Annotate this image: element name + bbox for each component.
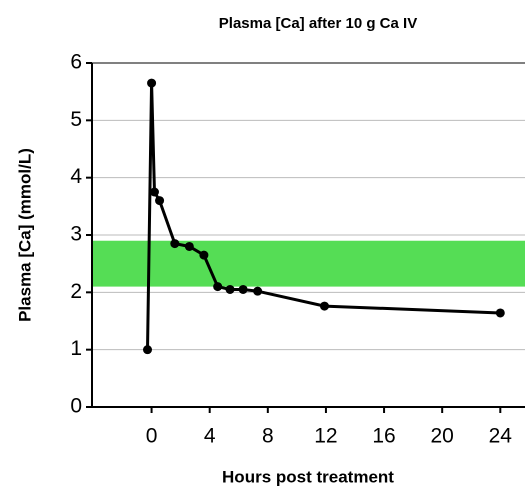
y-tick-label: 0 bbox=[70, 395, 82, 418]
y-tick-label: 6 bbox=[70, 51, 82, 74]
x-tick-label: 12 bbox=[314, 425, 337, 448]
data-point bbox=[495, 308, 505, 318]
data-point bbox=[238, 284, 248, 294]
data-point bbox=[170, 239, 180, 249]
reference-band bbox=[92, 240, 525, 287]
data-point bbox=[184, 241, 194, 251]
x-tick-label: 4 bbox=[204, 425, 216, 448]
y-tick-label: 4 bbox=[70, 165, 82, 188]
data-point bbox=[149, 187, 159, 197]
y-tick-label: 1 bbox=[70, 337, 82, 360]
data-point bbox=[253, 286, 263, 296]
data-point bbox=[213, 282, 223, 292]
chart-title: Plasma [Ca] after 10 g Ca IV bbox=[219, 15, 417, 32]
x-tick-label: 0 bbox=[146, 425, 158, 448]
data-point bbox=[319, 301, 329, 311]
y-axis-label: Plasma [Ca] (mmol/L) bbox=[15, 148, 34, 322]
data-point bbox=[143, 345, 153, 355]
x-axis-label: Hours post treatment bbox=[222, 467, 394, 486]
x-tick-label: 20 bbox=[430, 425, 453, 448]
x-tick-label: 24 bbox=[489, 425, 513, 448]
y-tick-label: 5 bbox=[70, 108, 82, 131]
data-point bbox=[147, 78, 157, 88]
data-point bbox=[225, 284, 235, 294]
x-tick-label: 16 bbox=[372, 425, 395, 448]
data-point bbox=[155, 196, 165, 206]
y-tick-label: 2 bbox=[70, 280, 82, 303]
y-tick-label: 3 bbox=[70, 223, 82, 246]
data-point bbox=[199, 250, 209, 260]
x-tick-label: 8 bbox=[262, 425, 274, 448]
